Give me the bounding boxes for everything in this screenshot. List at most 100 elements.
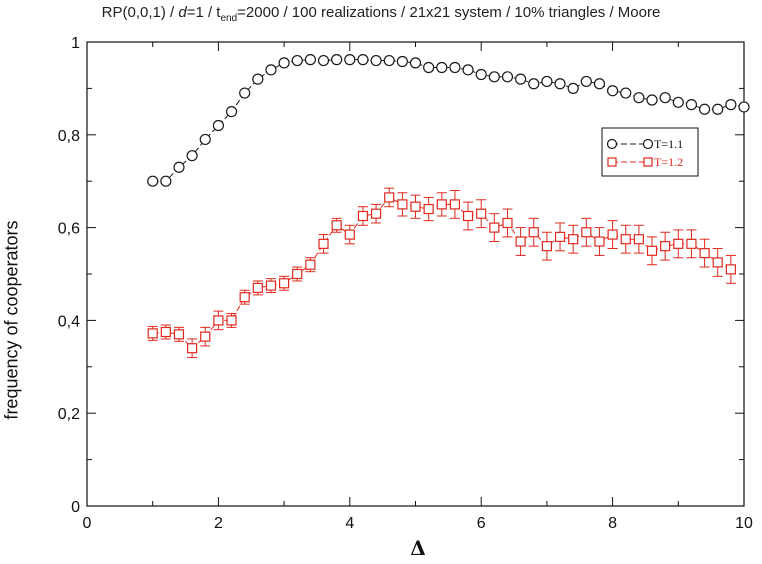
data-point [725, 99, 737, 111]
data-point [225, 105, 238, 118]
x-tick-label: 8 [608, 515, 617, 532]
data-point [265, 64, 277, 76]
data-point [725, 264, 736, 275]
data-point [147, 328, 158, 339]
data-point [712, 257, 723, 268]
data-point [698, 103, 711, 115]
data-point [593, 78, 606, 90]
data-point [173, 329, 185, 340]
data-point [160, 175, 172, 187]
data-point [567, 82, 579, 95]
data-point [409, 57, 422, 69]
data-point [686, 238, 697, 249]
data-point [501, 71, 514, 83]
data-point [685, 99, 698, 111]
data-point [370, 208, 382, 219]
data-point [475, 68, 487, 81]
y-tick-label: 1 [71, 35, 80, 52]
data-point [396, 55, 408, 68]
data-point [436, 61, 448, 74]
data-point [488, 71, 500, 83]
data-point [147, 175, 159, 187]
data-point [489, 222, 500, 233]
title-suffix: =2000 / 100 realizations / 21x21 system … [237, 4, 661, 21]
legend-label: T=1.1 [654, 137, 683, 151]
data-point [659, 92, 671, 104]
title-d-symbol: d [178, 4, 187, 21]
data-point [186, 150, 198, 162]
x-axis-label: Δ [410, 536, 426, 560]
data-point [462, 64, 474, 76]
data-point [357, 210, 369, 222]
data-point [541, 75, 553, 88]
data-point [515, 236, 526, 247]
x-tick-label: 2 [214, 515, 223, 532]
data-point [672, 96, 684, 108]
data-point [212, 119, 224, 132]
data-point [738, 101, 750, 113]
x-tick-label: 10 [735, 515, 753, 532]
data-point [620, 234, 631, 245]
data-point [699, 248, 710, 259]
title-prefix: RP(0,0,1) / [101, 4, 179, 21]
series-2 [147, 187, 736, 359]
data-point [187, 343, 198, 354]
data-point [384, 192, 395, 203]
data-point [357, 54, 369, 66]
title-after-d: =1 / t [186, 4, 221, 21]
data-point [528, 78, 540, 90]
x-tick-label: 6 [477, 515, 486, 532]
data-point [449, 61, 461, 74]
data-point [541, 241, 553, 252]
data-point [646, 245, 658, 256]
y-tick-label: 0,6 [58, 221, 80, 238]
y-tick-label: 0,8 [58, 128, 80, 145]
data-point [607, 229, 618, 240]
series-line [152, 196, 732, 349]
data-point [213, 315, 224, 326]
y-tick-label: 0 [71, 499, 80, 516]
data-point [423, 61, 435, 74]
data-point [436, 199, 447, 210]
data-point [317, 54, 330, 67]
legend-marker [643, 157, 653, 167]
legend-marker [642, 138, 654, 150]
series-1 [147, 54, 750, 187]
data-point [633, 234, 644, 245]
data-point [606, 85, 619, 97]
data-point [646, 94, 658, 106]
legend-box [601, 127, 699, 177]
data-point [554, 231, 566, 242]
data-point [568, 234, 579, 245]
data-point [660, 241, 671, 252]
data-point [502, 217, 513, 229]
data-point [200, 331, 211, 342]
data-point [318, 238, 329, 249]
legend-marker [606, 138, 618, 150]
data-point [528, 227, 539, 238]
data-point [370, 54, 382, 67]
data-point [515, 73, 527, 85]
data-point [554, 78, 566, 90]
data-point [580, 75, 592, 88]
data-point [344, 54, 356, 66]
data-point [199, 133, 211, 146]
data-point [397, 199, 408, 210]
data-point [331, 220, 342, 231]
x-tick-label: 4 [345, 515, 354, 532]
data-point [239, 292, 250, 303]
data-point [305, 259, 316, 270]
data-point [265, 280, 277, 291]
data-point [252, 73, 264, 85]
data-point [673, 238, 684, 249]
data-point [344, 229, 355, 240]
data-point [279, 278, 290, 289]
y-tick-label: 0,4 [58, 313, 80, 330]
data-point [712, 103, 724, 115]
data-point [633, 92, 645, 104]
chart-title: RP(0,0,1) / d=1 / tend=2000 / 100 realiz… [0, 4, 762, 24]
legend-marker [607, 157, 617, 167]
legend: T=1.1 T=1.2 [601, 127, 699, 177]
data-point [581, 227, 592, 238]
